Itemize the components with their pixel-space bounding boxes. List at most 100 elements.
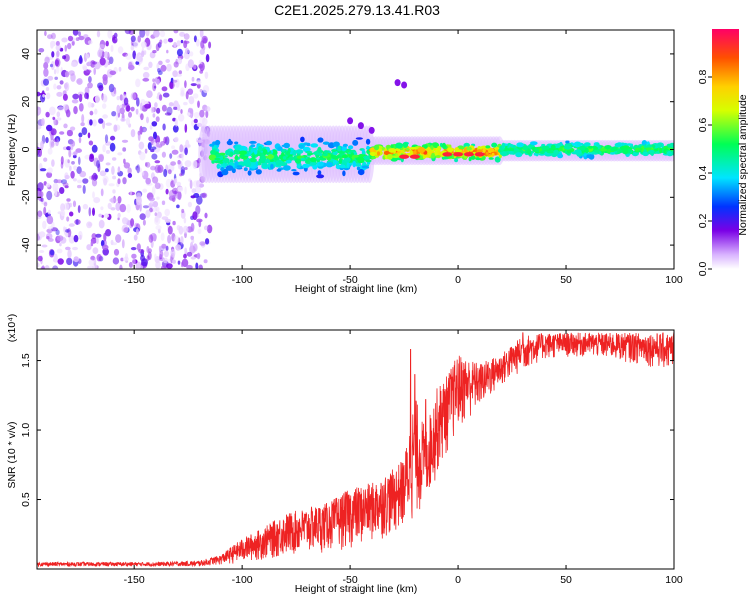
noise-blob xyxy=(117,178,121,185)
signal-blob xyxy=(267,154,274,160)
y-tick-label: 1.5 xyxy=(20,353,32,368)
noise-blob xyxy=(171,187,179,194)
noise-blob xyxy=(111,111,117,117)
noise-blob xyxy=(141,171,145,176)
noise-blob xyxy=(130,92,137,100)
peak-point xyxy=(399,154,410,159)
noise-blob xyxy=(142,188,148,193)
signal-blob xyxy=(388,148,397,153)
noise-blob xyxy=(169,81,174,89)
noise-blob xyxy=(66,257,73,266)
noise-blob xyxy=(172,259,176,264)
noise-blob xyxy=(78,132,83,138)
noise-blob xyxy=(152,176,159,184)
noise-blob xyxy=(191,76,195,82)
noise-blob xyxy=(96,237,99,245)
noise-blob xyxy=(78,103,84,112)
noise-blob xyxy=(198,264,203,269)
noise-blob xyxy=(181,258,189,268)
signal-blob xyxy=(209,143,215,147)
noise-blob xyxy=(122,256,129,262)
signal-blob xyxy=(646,144,653,148)
signal-blob xyxy=(604,145,611,150)
colorbar-tick-label: 0.4 xyxy=(697,166,709,181)
signal-blob xyxy=(252,155,256,159)
noise-blob xyxy=(51,51,55,58)
noise-blob xyxy=(162,257,168,264)
noise-blob xyxy=(187,201,192,208)
noise-blob xyxy=(146,90,153,98)
signal-blob xyxy=(255,169,262,175)
noise-blob xyxy=(176,48,183,57)
signal-blob xyxy=(342,143,348,147)
noise-blob xyxy=(86,244,92,251)
signal-blob xyxy=(516,142,524,148)
noise-blob xyxy=(203,225,209,231)
noise-blob xyxy=(47,238,54,242)
noise-blob xyxy=(156,62,160,70)
x-tick-label: 100 xyxy=(665,574,683,586)
colorbar: 0.0 0.2 0.4 0.6 0.8 Normalized spectral ampl… xyxy=(697,29,749,276)
signal-blob xyxy=(533,152,538,156)
signal-blob xyxy=(247,170,252,176)
noise-blob xyxy=(105,162,111,166)
noise-blob xyxy=(60,156,64,165)
signal-blob xyxy=(343,157,351,163)
noise-blob xyxy=(166,63,172,72)
signal-blob xyxy=(670,144,674,148)
signal-blob xyxy=(228,138,232,145)
noise-blob xyxy=(142,71,150,79)
signal-blob xyxy=(215,154,221,158)
noise-blob xyxy=(135,78,141,88)
signal-blob xyxy=(309,157,317,163)
noise-blob xyxy=(46,215,54,225)
signal-blob xyxy=(653,147,659,152)
noise-blob xyxy=(72,246,78,251)
noise-blob xyxy=(153,85,157,89)
snr-frame xyxy=(36,329,675,570)
colorbar-label: Normalized spectral amplitude xyxy=(737,94,749,235)
noise-blob xyxy=(53,68,57,75)
noise-blob xyxy=(203,37,207,44)
noise-blob xyxy=(176,40,181,47)
noise-blob xyxy=(72,178,77,182)
signal-blob xyxy=(275,160,281,166)
snr-panel: -150 -100 -50 0 50 100 0.5 1.0 1.5 (x10⁴) Height… xyxy=(6,314,683,595)
signal-blob xyxy=(454,158,459,163)
noise-blob xyxy=(184,247,187,253)
signal-blob xyxy=(371,156,376,160)
noise-blob xyxy=(194,186,201,194)
signal-blob xyxy=(305,159,309,163)
noise-blob xyxy=(151,121,158,127)
noise-blob xyxy=(72,30,79,36)
noise-blob xyxy=(78,31,81,37)
noise-blob xyxy=(52,265,59,269)
noise-blob xyxy=(52,182,59,193)
noise-blob xyxy=(160,64,167,72)
x-tick-label: 50 xyxy=(560,574,572,586)
noise-blob xyxy=(208,41,212,49)
noise-blob xyxy=(142,205,150,209)
signal-blob xyxy=(402,142,409,148)
noise-blob xyxy=(110,197,117,204)
noise-blob xyxy=(41,118,45,126)
signal-blob xyxy=(588,145,593,149)
noise-blob xyxy=(56,65,60,74)
noise-blob xyxy=(125,253,128,261)
noise-blob xyxy=(132,257,136,267)
noise-blob xyxy=(62,182,69,187)
signal-blob xyxy=(494,156,501,163)
noise-blob xyxy=(57,258,64,265)
noise-blob xyxy=(184,80,187,89)
noise-blob xyxy=(146,246,150,253)
noise-blob xyxy=(139,102,143,111)
noise-blob xyxy=(184,186,187,195)
noise-blob xyxy=(145,177,151,185)
noise-blob xyxy=(43,157,48,162)
noise-blob xyxy=(98,213,102,218)
noise-blob xyxy=(98,118,104,124)
noise-blob xyxy=(123,162,131,169)
noise-blob xyxy=(56,91,63,97)
signal-blob xyxy=(466,146,472,151)
signal-blob xyxy=(211,159,215,164)
